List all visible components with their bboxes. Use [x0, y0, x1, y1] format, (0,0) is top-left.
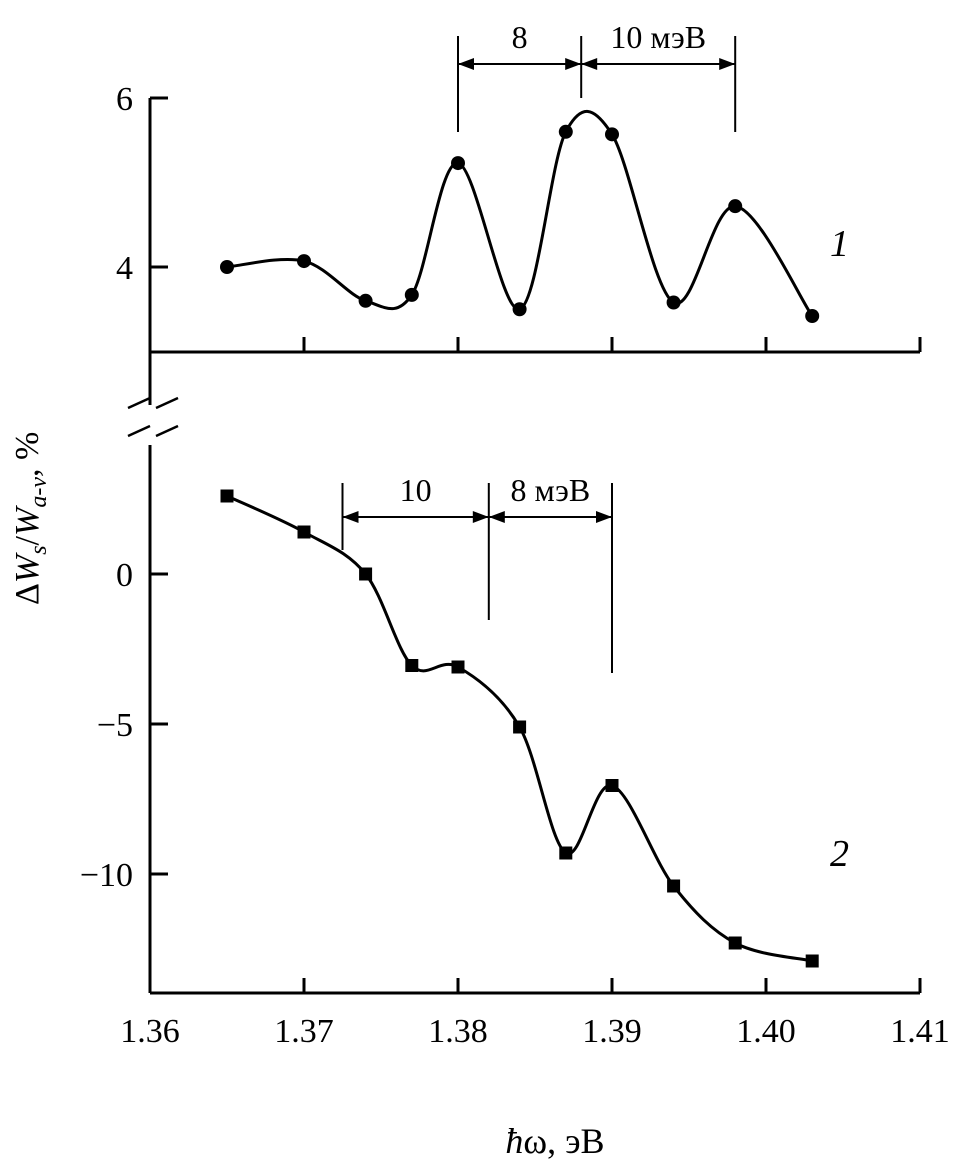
data-point-square	[513, 720, 527, 734]
x-axis-title: ħω, эВ	[505, 1121, 604, 1161]
curve-label-2: 2	[830, 833, 849, 875]
arrowhead-right	[596, 511, 612, 523]
data-point-square	[805, 954, 819, 968]
arrowhead-left	[581, 58, 598, 70]
arrowhead-right	[565, 58, 582, 70]
arrowhead-left	[458, 58, 474, 70]
data-point-square	[605, 779, 619, 792]
data-point-square	[559, 846, 573, 860]
data-point-circle	[805, 309, 820, 324]
y-axis-title-delta: Δ	[9, 583, 46, 605]
x-tick-label: 1.37	[274, 1013, 334, 1050]
y-tick-label: 6	[116, 81, 133, 118]
y-axis-title-sub-s: s	[26, 545, 52, 554]
arrowhead-left	[488, 511, 505, 523]
data-point-square	[451, 660, 465, 674]
y-tick-label: −10	[80, 857, 133, 894]
ticks: 1.36 1.37 1.38 1.39 1.40 1.41 4 6 0 −5 −10	[80, 81, 950, 1050]
x-tick-label: 1.39	[582, 1013, 642, 1050]
data-point-circle	[728, 199, 743, 214]
annotation-label: 10 мэВ	[610, 19, 706, 55]
y-tick-label: −5	[97, 707, 133, 744]
data-point-square	[297, 525, 311, 539]
x-tick-label: 1.40	[736, 1013, 796, 1050]
data-point-circle	[605, 127, 619, 142]
axis-break-mark	[155, 424, 179, 438]
annotation-label: 8	[512, 19, 528, 55]
y-tick-label: 0	[116, 557, 133, 594]
data-point-circle	[666, 295, 681, 310]
y-axis-title-sub-a-nu: a-ν	[26, 477, 52, 508]
data-point-circle	[358, 293, 373, 308]
arrowhead-right	[472, 511, 489, 523]
x-tick-label: 1.36	[120, 1013, 180, 1050]
data-point-circle	[297, 254, 311, 269]
axis-break-mark	[155, 396, 179, 410]
x-tick-label: 1.38	[428, 1013, 488, 1050]
arrowhead-left	[342, 511, 359, 523]
data-point-circle	[558, 124, 573, 139]
axis-break-mark	[127, 424, 151, 438]
data-point-circle	[404, 287, 419, 302]
y-axis-title-w2: W	[9, 505, 46, 536]
data-point-square	[405, 659, 419, 672]
series-line-1	[226, 110, 814, 317]
data-point-square	[220, 489, 234, 503]
curve-label-1: 1	[830, 223, 849, 265]
annotations: 8 10 мэВ 10 8 мэВ	[341, 19, 737, 673]
data-point-square	[359, 567, 373, 581]
series-line-2	[226, 494, 813, 963]
data-point-square	[667, 879, 681, 893]
curves	[220, 110, 820, 968]
annotation-label: 8 мэВ	[511, 472, 591, 508]
axes	[127, 98, 920, 995]
y-tick-label: 4	[116, 250, 133, 287]
y-axis-title-w: W	[9, 552, 46, 583]
arrowhead-right	[719, 58, 736, 70]
data-point-circle	[512, 302, 527, 317]
x-axis-title-hbar: ħ	[505, 1121, 523, 1161]
data-point-circle	[220, 260, 234, 274]
y-axis-title-slash: /	[9, 535, 46, 545]
data-point-circle	[451, 156, 465, 171]
axis-break-mark	[127, 396, 151, 410]
annotation-label: 10	[400, 472, 432, 508]
y-axis-title-unit: , %	[9, 432, 46, 477]
y-axis-title: ΔWs/Wa-ν, %	[9, 432, 52, 605]
x-tick-label: 1.41	[890, 1013, 950, 1050]
x-axis-title-rest: ω, эВ	[523, 1121, 604, 1161]
data-point-square	[728, 936, 742, 950]
